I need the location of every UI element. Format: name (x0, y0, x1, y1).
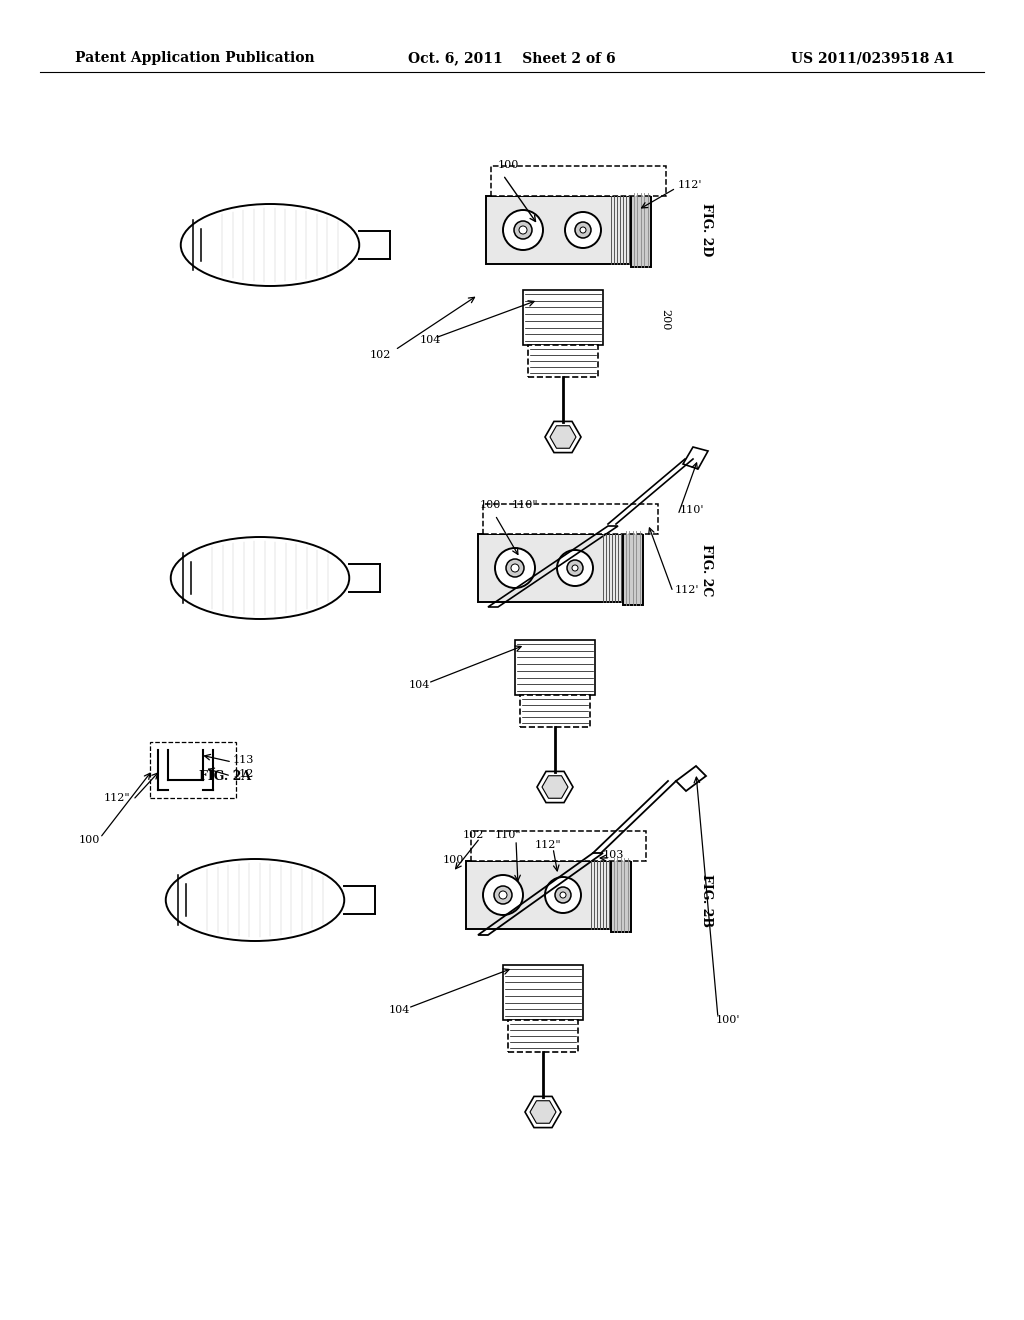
Text: 104: 104 (389, 1005, 410, 1015)
Text: FIG. 2D: FIG. 2D (700, 203, 713, 256)
Bar (189, 758, 205, 777)
Circle shape (567, 560, 583, 576)
Text: 110': 110' (680, 506, 705, 515)
Circle shape (565, 213, 601, 248)
Bar (503, 965, 583, 1020)
Text: 100': 100' (716, 1015, 740, 1026)
Text: 100: 100 (79, 836, 100, 845)
Text: US 2011/0239518 A1: US 2011/0239518 A1 (792, 51, 955, 65)
Bar (478, 535, 623, 602)
Circle shape (575, 222, 591, 238)
Circle shape (514, 220, 532, 239)
Bar (483, 504, 658, 535)
Text: FIG. 2A: FIG. 2A (199, 770, 251, 783)
Circle shape (511, 564, 519, 572)
Text: 100: 100 (442, 855, 464, 865)
Circle shape (519, 226, 527, 234)
Text: FIG. 2C: FIG. 2C (700, 544, 713, 597)
Text: Oct. 6, 2011    Sheet 2 of 6: Oct. 6, 2011 Sheet 2 of 6 (409, 51, 615, 65)
Circle shape (545, 876, 581, 913)
Text: 112': 112' (675, 585, 699, 595)
Bar (631, 193, 650, 267)
Text: 112: 112 (233, 770, 254, 779)
Circle shape (499, 891, 507, 899)
Circle shape (503, 210, 543, 249)
Circle shape (560, 892, 566, 898)
Bar (490, 166, 666, 195)
Circle shape (494, 886, 512, 904)
Bar (471, 832, 646, 861)
Text: 112": 112" (103, 793, 130, 803)
Text: 102: 102 (370, 350, 391, 360)
Bar (150, 742, 236, 799)
Text: 200: 200 (660, 309, 670, 331)
Bar (523, 290, 603, 345)
Bar (520, 696, 590, 727)
Bar (528, 345, 598, 378)
Text: 110": 110" (512, 500, 539, 510)
Circle shape (557, 550, 593, 586)
Text: Patent Application Publication: Patent Application Publication (75, 51, 314, 65)
Bar (610, 858, 631, 932)
Text: 113: 113 (233, 755, 254, 766)
Bar (466, 861, 611, 929)
Text: 100: 100 (479, 500, 501, 510)
Text: 104: 104 (409, 680, 430, 690)
Text: 102: 102 (462, 830, 483, 840)
Circle shape (580, 227, 586, 234)
Text: 112": 112" (535, 840, 561, 850)
Bar (515, 640, 595, 696)
Bar (508, 1020, 578, 1052)
Bar (623, 531, 642, 605)
Circle shape (483, 875, 523, 915)
Text: FIG. 2B: FIG. 2B (700, 874, 713, 927)
Text: 110": 110" (495, 830, 521, 840)
Text: 112': 112' (678, 180, 702, 190)
Text: 104: 104 (419, 335, 440, 345)
Text: 103: 103 (602, 850, 624, 861)
Circle shape (495, 548, 535, 587)
Bar (486, 195, 631, 264)
Text: 100: 100 (498, 160, 519, 170)
Circle shape (506, 558, 524, 577)
Circle shape (572, 565, 578, 572)
Circle shape (555, 887, 571, 903)
